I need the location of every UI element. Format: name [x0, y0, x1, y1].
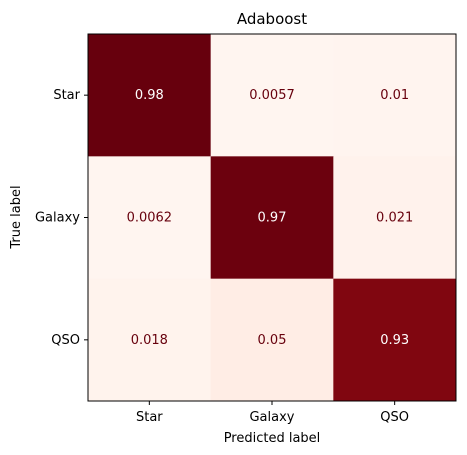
- cell-value-label: 0.01: [380, 88, 409, 103]
- heatmap-cell: [88, 34, 212, 157]
- cell-value-label: 0.0062: [127, 211, 173, 226]
- heatmap-cell: [333, 156, 457, 280]
- heatmap-cell: [210, 278, 334, 402]
- y-tick-label: Galaxy: [35, 211, 80, 226]
- cell-value-label: 0.97: [258, 211, 287, 226]
- y-axis-label: True label: [9, 185, 24, 249]
- cell-value-label: 0.0057: [249, 88, 295, 103]
- y-tick-label: QSO: [51, 333, 80, 348]
- x-tick-label: Star: [136, 410, 163, 425]
- heatmap-cell: [88, 278, 212, 402]
- y-axis-ticks: Star Galaxy QSO: [35, 88, 88, 348]
- x-tick-label: QSO: [380, 410, 409, 425]
- heatmap-cell: [210, 34, 334, 157]
- heatmap-cell: [210, 156, 334, 280]
- cell-value-label: 0.021: [376, 211, 413, 226]
- x-axis-ticks: Star Galaxy QSO: [136, 401, 409, 425]
- heatmap-cell: [333, 278, 457, 402]
- heatmap-cell: [333, 34, 457, 157]
- chart-title: Adaboost: [237, 10, 307, 28]
- cell-value-label: 0.05: [258, 333, 287, 348]
- cell-value-label: 0.018: [131, 333, 168, 348]
- y-tick-label: Star: [53, 88, 80, 103]
- cell-value-label: 0.98: [135, 88, 164, 103]
- x-tick-label: Galaxy: [249, 410, 294, 425]
- heatmap-cell: [88, 156, 212, 280]
- cell-value-label: 0.93: [380, 333, 409, 348]
- heatmap-cells: 0.98 0.0057 0.01 0.0062 0.97 0.021 0.018 0.05 0.…: [88, 34, 457, 402]
- x-axis-label: Predicted label: [224, 431, 321, 446]
